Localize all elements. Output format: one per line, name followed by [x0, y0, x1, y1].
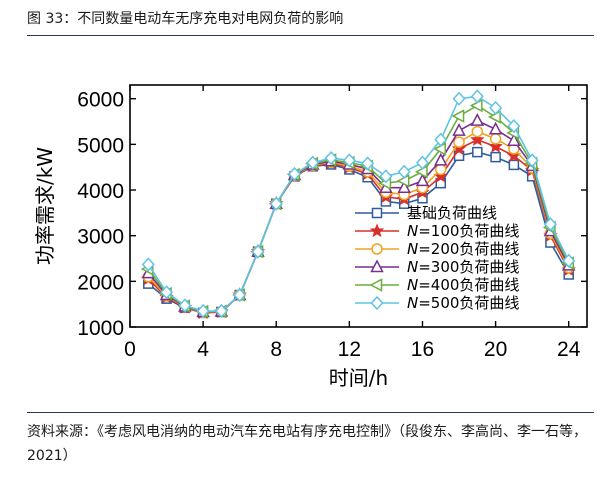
x-tick-label: 12	[338, 338, 361, 361]
data-point	[397, 164, 411, 179]
data-point	[434, 152, 448, 166]
data-point	[525, 153, 539, 168]
data-point	[433, 142, 447, 156]
figure-caption: 图 33：不同数量电动车无序充电对电网负荷的影响	[27, 8, 594, 36]
x-tick-label: 24	[557, 338, 581, 361]
series-diamond	[141, 89, 576, 319]
data-point	[470, 89, 484, 104]
data-point	[379, 169, 393, 184]
legend-label: N=400负荷曲线	[407, 276, 519, 294]
data-point	[562, 253, 576, 268]
legend-marker	[371, 207, 383, 219]
tick-layer: 0 4 8 12 16 20 24 1000 2000 3000 4000 5000 6000	[77, 85, 587, 361]
data-point	[452, 123, 466, 136]
plot-frame	[129, 84, 588, 328]
legend-marker	[369, 223, 385, 238]
x-tick-label: 4	[197, 338, 209, 361]
legend-label: N=300负荷曲线	[407, 258, 519, 276]
legend-label: 基础负荷曲线	[407, 204, 497, 222]
load-chart: 0 4 8 12 16 20 24 1000 2000 3000 4000 5000 6000 时间/h…	[33, 84, 588, 390]
data-point	[453, 136, 465, 148]
data-point	[269, 196, 283, 211]
legend-entry: N=500负荷曲线	[355, 294, 519, 312]
data-point	[342, 153, 356, 168]
y-tick-label: 3000	[77, 226, 124, 249]
data-point	[396, 174, 410, 188]
x-tick-label: 8	[270, 338, 282, 361]
data-point	[489, 133, 502, 145]
data-point	[543, 217, 557, 232]
data-point	[451, 141, 467, 156]
data-point	[361, 156, 375, 171]
legend-label: N=100负荷曲线	[407, 222, 519, 240]
data-point	[452, 91, 466, 106]
legend-marker	[370, 259, 384, 273]
data-point	[471, 125, 484, 138]
data-point	[472, 146, 483, 158]
data-point	[414, 165, 428, 179]
y-tick-label: 5000	[77, 134, 124, 157]
legend-marker	[369, 278, 383, 292]
y-tick-label: 2000	[77, 271, 124, 294]
data-point	[288, 166, 302, 182]
data-point	[507, 118, 521, 134]
data-point	[451, 109, 465, 123]
data-point	[508, 159, 520, 171]
legend: 基础负荷曲线N=100负荷曲线N=200负荷曲线N=300负荷曲线N=400负荷…	[355, 204, 519, 312]
data-point	[507, 133, 521, 146]
data-point	[251, 244, 265, 259]
y-tick-label: 6000	[77, 89, 124, 112]
data-point	[415, 173, 430, 187]
data-point	[435, 163, 447, 176]
data-point	[178, 298, 192, 313]
data-point	[160, 285, 174, 300]
data-point	[214, 303, 228, 319]
legend-entry: N=400负荷曲线	[355, 276, 519, 294]
data-point	[397, 180, 411, 193]
data-point	[141, 257, 155, 272]
data-point	[196, 303, 210, 319]
data-point	[487, 110, 501, 124]
y-tick-label: 4000	[77, 180, 124, 203]
legend-marker	[371, 243, 383, 255]
data-point	[488, 121, 503, 135]
y-tick-label: 1000	[77, 317, 124, 340]
legend-entry: N=300负荷曲线	[355, 258, 519, 276]
legend-marker	[370, 295, 384, 311]
data-point	[324, 150, 338, 166]
source-note: 资料来源：《考虑风电消纳的电动汽车充电站有序充电控制》（段俊东、李高尚、李一石等…	[27, 412, 594, 468]
data-point	[469, 98, 483, 113]
data-point	[470, 112, 485, 126]
legend-entry: N=200负荷曲线	[355, 240, 519, 258]
x-tick-label: 0	[124, 338, 136, 361]
x-axis-label: 时间/h	[329, 366, 388, 390]
data-point	[306, 155, 320, 170]
data-point	[434, 132, 448, 147]
data-point	[233, 287, 247, 303]
legend-entry: 基础负荷曲线	[355, 204, 497, 222]
data-point	[488, 139, 503, 153]
series-layer	[140, 89, 576, 319]
data-point	[489, 100, 503, 115]
x-tick-label: 20	[484, 338, 507, 361]
data-point	[470, 132, 485, 146]
data-point	[490, 151, 501, 163]
legend-label: N=200负荷曲线	[407, 240, 519, 258]
y-axis-label: 功率需求/kW	[33, 147, 57, 265]
data-point	[415, 155, 429, 170]
x-tick-label: 16	[411, 338, 434, 361]
legend-label: N=500负荷曲线	[407, 294, 519, 312]
legend-entry: N=100负荷曲线	[355, 222, 519, 240]
